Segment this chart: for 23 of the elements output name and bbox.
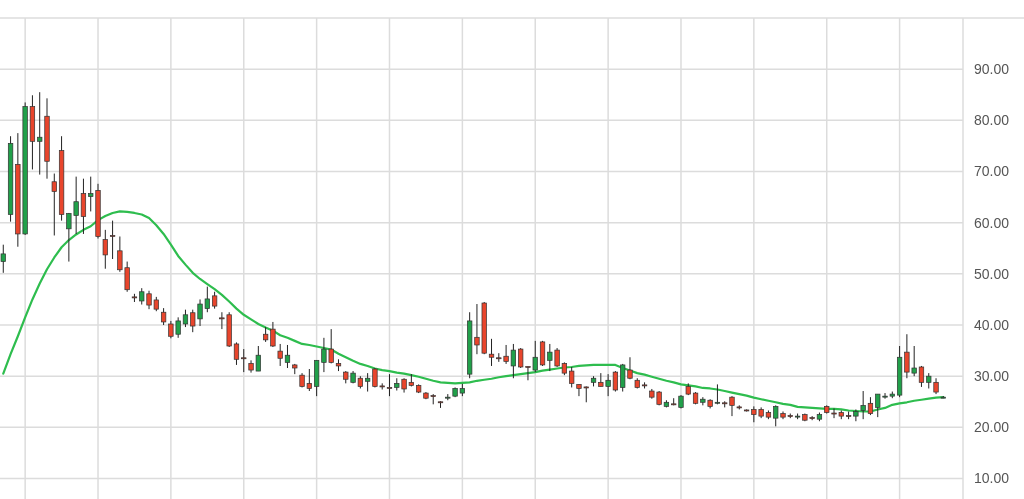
candlestick xyxy=(51,173,57,236)
y-tick-label: 50.00 xyxy=(974,265,1010,282)
y-tick-label: 10.00 xyxy=(974,470,1010,487)
candlestick xyxy=(569,366,575,388)
y-tick-label: 90.00 xyxy=(974,61,1010,78)
candlestick xyxy=(241,348,247,373)
candlestick xyxy=(0,244,6,274)
candlestick xyxy=(488,338,495,367)
candlestick xyxy=(284,344,291,369)
candlestick xyxy=(109,220,116,260)
y-tick-label: 60.00 xyxy=(974,214,1010,231)
y-tick-label: 70.00 xyxy=(974,163,1010,180)
candlestick xyxy=(539,340,546,367)
candlestick xyxy=(277,343,283,367)
candlestick xyxy=(233,341,240,366)
candlestick xyxy=(80,178,87,235)
y-tick-label: 20.00 xyxy=(974,419,1010,436)
y-tick-label: 30.00 xyxy=(974,368,1010,385)
y-tick-label: 80.00 xyxy=(974,112,1010,129)
candlestick xyxy=(102,229,108,270)
y-tick-label: 40.00 xyxy=(974,316,1010,333)
candlestick xyxy=(860,390,866,420)
candlestick xyxy=(386,373,393,397)
